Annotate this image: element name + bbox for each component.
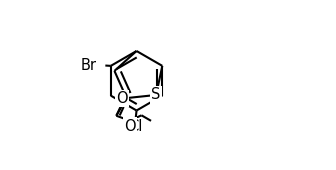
Text: S: S <box>152 88 161 103</box>
Text: Cl: Cl <box>128 119 143 134</box>
Text: O: O <box>116 91 128 106</box>
Text: O: O <box>124 119 136 134</box>
Text: Br: Br <box>81 58 97 73</box>
